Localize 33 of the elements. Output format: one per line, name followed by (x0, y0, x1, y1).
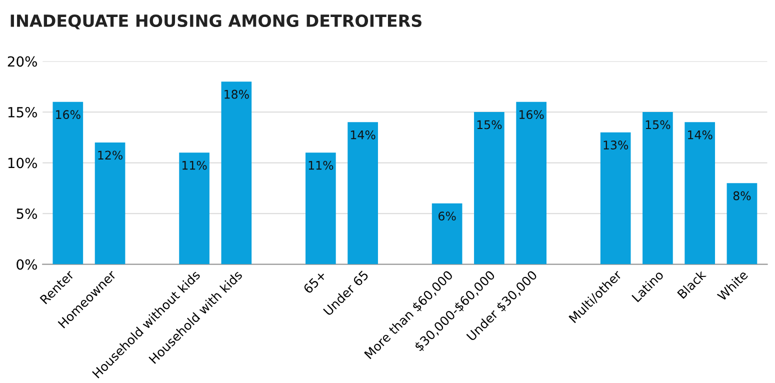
data-label: 18% (224, 90, 249, 99)
bar (306, 152, 336, 264)
data-label: 11% (182, 160, 207, 170)
y-tick-label: 0% (16, 259, 37, 270)
data-label: 12% (98, 150, 122, 160)
data-label: 15% (477, 120, 502, 130)
data-label: 16% (520, 110, 544, 120)
data-label: 14% (688, 130, 712, 140)
bar (348, 122, 378, 264)
bar (600, 132, 631, 264)
y-tick-label: 10% (8, 158, 37, 168)
bar (642, 112, 673, 264)
bar (221, 82, 252, 264)
data-label: 8% (733, 191, 751, 200)
bar (726, 183, 758, 264)
data-label: 13% (604, 140, 628, 150)
bar (52, 102, 84, 264)
y-tick-label: 5% (16, 208, 37, 219)
y-tick-label: 20% (8, 56, 37, 67)
bar (474, 112, 504, 264)
bar (516, 102, 546, 264)
chart-title: INADEQUATE HOUSING AMONG DETROITERS (10, 14, 422, 30)
data-label: 14% (350, 130, 376, 140)
bar (432, 203, 462, 264)
data-label: 11% (308, 160, 334, 170)
bar (94, 142, 126, 264)
data-label: 6% (438, 212, 456, 221)
y-tick-label: 15% (8, 106, 37, 118)
data-label: 16% (56, 110, 80, 120)
data-label: 15% (646, 120, 670, 130)
bar (179, 152, 210, 264)
x-tick-label: 65+ (302, 270, 327, 294)
bar (684, 122, 716, 264)
